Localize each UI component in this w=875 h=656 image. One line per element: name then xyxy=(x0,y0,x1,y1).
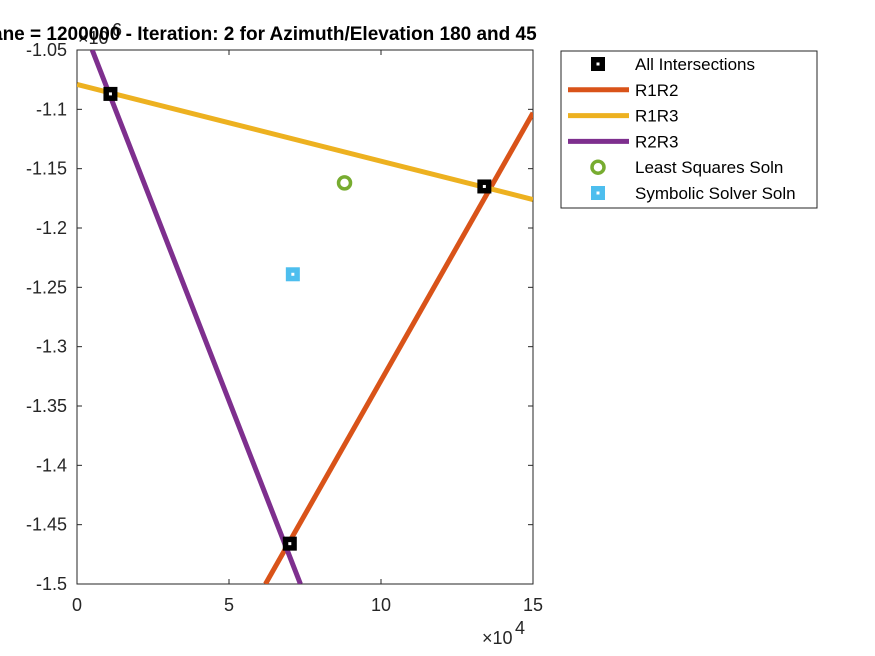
legend-label: All Intersections xyxy=(635,55,755,74)
legend-box xyxy=(560,50,818,209)
y-tick-label: -1.1 xyxy=(36,99,67,119)
y-tick-label: -1.2 xyxy=(36,218,67,238)
legend-label: Least Squares Soln xyxy=(635,158,783,177)
legend-swatch-center xyxy=(596,191,600,195)
data-point-center xyxy=(108,92,112,96)
data-point xyxy=(336,175,353,191)
y-tick-label: -1.15 xyxy=(26,159,67,179)
y-tick-label: -1.05 xyxy=(26,40,67,60)
y-exponent-base: ×10 xyxy=(78,28,109,48)
series-line-r1r3 xyxy=(77,81,533,202)
legend-label: Symbolic Solver Soln xyxy=(635,184,796,203)
x-tick-label: 15 xyxy=(523,595,543,615)
legend-label: R2R3 xyxy=(635,132,678,151)
y-axis-ticks: -1.05 -1.1 -1.15 -1.2 -1.25 -1.3 -1.35 -1.4 -1.4… xyxy=(26,40,533,594)
chart-title: ane = 1200000 - Iteration: 2 for Azimuth… xyxy=(0,24,537,45)
x-tick-label: 5 xyxy=(224,595,234,615)
x-tick-label: 0 xyxy=(72,595,82,615)
axes-box xyxy=(76,49,534,585)
y-tick-label: -1.5 xyxy=(36,574,67,594)
data-point-center xyxy=(288,542,292,546)
legend: All Intersections R1R2 R1R3 R2R3 Least Squar… xyxy=(560,50,818,209)
marker-layer xyxy=(103,86,492,551)
y-exponent-power: 6 xyxy=(112,20,122,40)
x-tick-label: 10 xyxy=(371,595,391,615)
y-tick-label: -1.4 xyxy=(36,455,67,475)
y-tick-label: -1.35 xyxy=(26,396,67,416)
series-line-r2r3 xyxy=(89,50,303,584)
x-axis-ticks: 0 5 10 15 xyxy=(72,50,543,615)
x-exponent-power: 4 xyxy=(515,618,525,638)
y-tick-label: -1.45 xyxy=(26,515,67,535)
data-point-center xyxy=(482,184,486,188)
data-point-center xyxy=(291,272,295,276)
y-tick-label: -1.3 xyxy=(36,337,67,357)
legend-swatch xyxy=(590,159,606,175)
y-tick-label: -1.25 xyxy=(26,277,67,297)
legend-label: R1R3 xyxy=(635,107,678,126)
legend-swatch-center xyxy=(596,62,600,66)
x-exponent-base: ×10 xyxy=(482,628,513,648)
legend-label: R1R2 xyxy=(635,81,678,100)
